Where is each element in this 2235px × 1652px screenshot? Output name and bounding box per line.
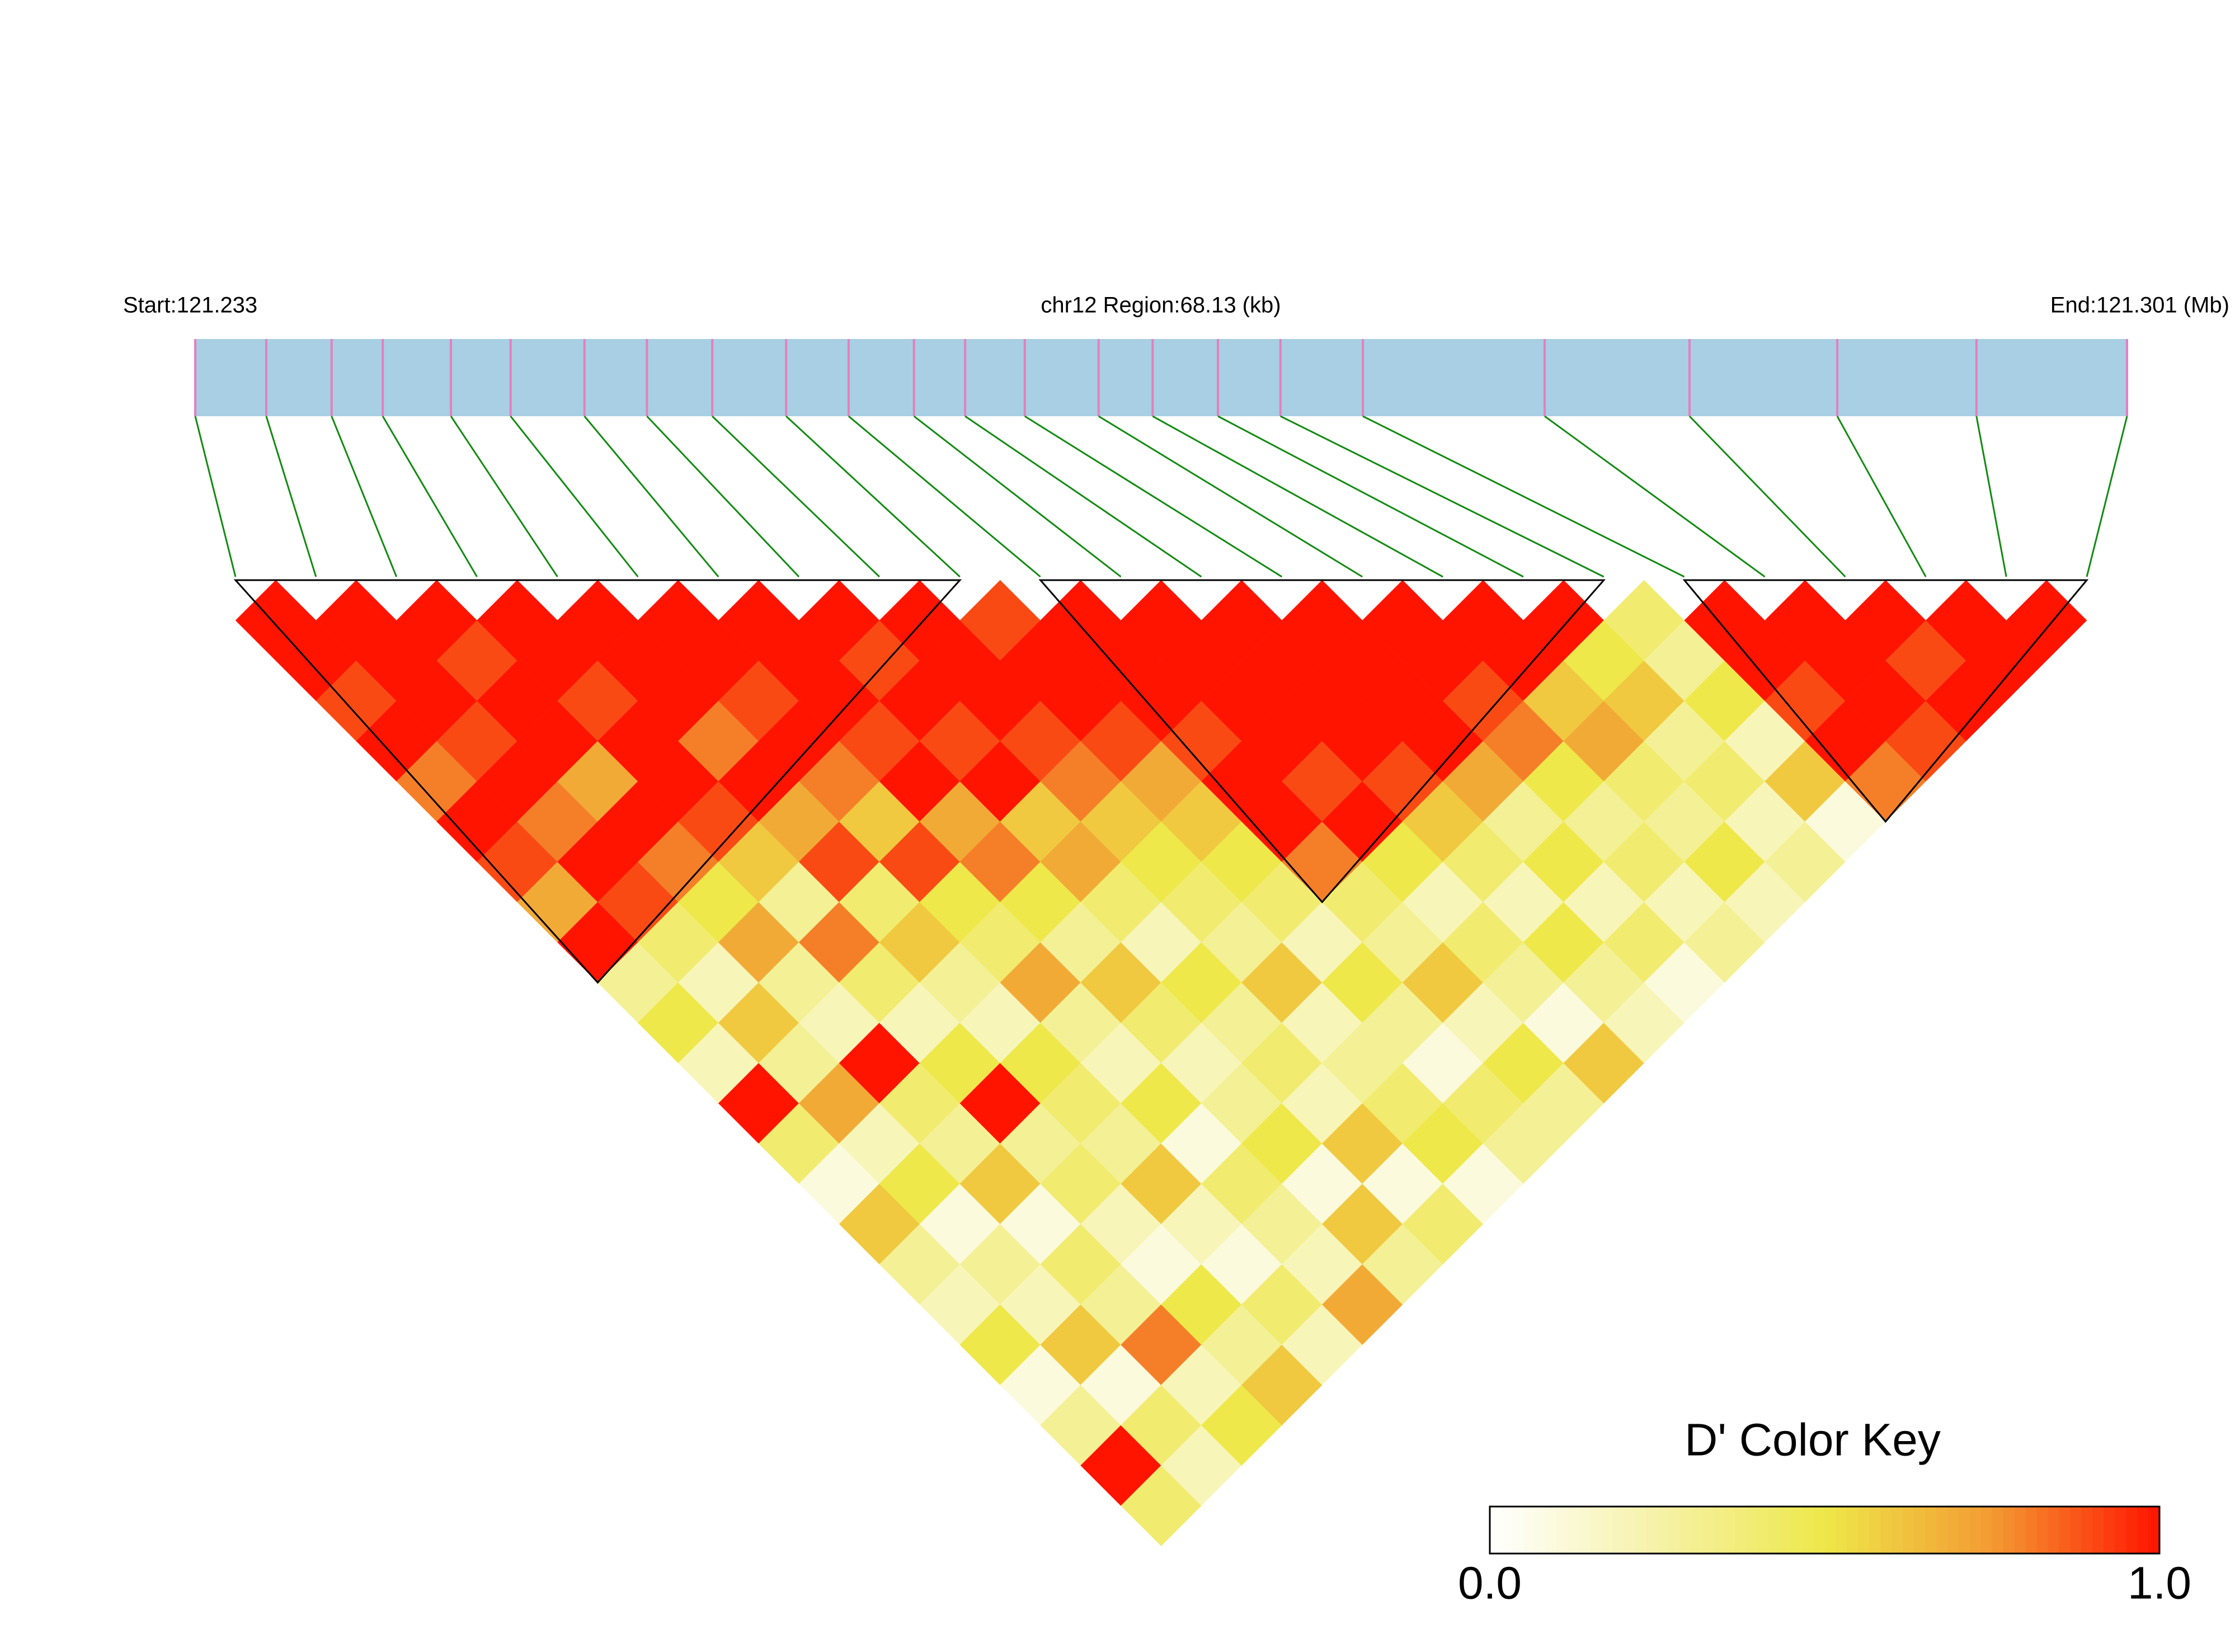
- color-key-swatch: [1735, 1507, 1747, 1554]
- snp-connector: [382, 416, 478, 577]
- color-key-swatch: [1992, 1507, 2004, 1554]
- color-key-swatch: [1523, 1507, 1535, 1554]
- region-label: chr12 Region:68.13 (kb): [1041, 293, 1281, 318]
- snp-bar: [195, 339, 2127, 416]
- color-key-swatch: [1757, 1507, 1770, 1554]
- color-key-swatch: [1903, 1507, 1914, 1554]
- color-key-swatch: [1880, 1507, 1892, 1554]
- color-key-swatch: [1713, 1507, 1725, 1554]
- color-key-swatch: [1624, 1507, 1636, 1554]
- color-key-swatch: [1500, 1507, 1513, 1554]
- snp-connector: [265, 416, 317, 577]
- snp-connector: [1098, 415, 1363, 578]
- color-key-swatch: [1534, 1507, 1546, 1554]
- color-key-swatch: [1512, 1507, 1524, 1554]
- color-key-frame: [1489, 1505, 2161, 1555]
- color-key-swatch: [1969, 1507, 1982, 1554]
- snp-connector: [785, 415, 961, 578]
- color-key-swatch: [1679, 1507, 1691, 1554]
- color-key-swatch: [1612, 1507, 1625, 1554]
- end-label: End:121.301 (Mb): [2050, 293, 2229, 318]
- color-key-swatch: [2070, 1507, 2082, 1554]
- snp-connector: [1688, 415, 1846, 578]
- color-key-swatch: [1925, 1507, 1937, 1554]
- snp-connector: [913, 415, 1122, 578]
- color-key-swatch: [2092, 1507, 2105, 1554]
- color-key-swatch: [1579, 1507, 1591, 1554]
- color-key-swatch: [2048, 1507, 2060, 1554]
- color-key-swatch: [2059, 1507, 2071, 1554]
- snp-connector: [194, 416, 237, 577]
- color-key-swatch: [1490, 1507, 1502, 1554]
- color-key-swatch: [1668, 1507, 1680, 1554]
- haplotype-block: [1038, 579, 1606, 903]
- color-key-swatch: [1836, 1507, 1848, 1554]
- color-key-swatch: [1702, 1507, 1714, 1554]
- color-key-label: 1.0: [2128, 1558, 2191, 1609]
- color-key-swatch: [1724, 1507, 1736, 1554]
- haplotype-block: [1682, 579, 2089, 823]
- snp-connector: [1362, 415, 1685, 578]
- snp-connector: [848, 415, 1041, 578]
- color-key-swatch: [1780, 1507, 1792, 1554]
- color-key-swatch: [1791, 1507, 1803, 1554]
- color-key-swatch: [1936, 1507, 1948, 1554]
- color-key-swatch: [2137, 1507, 2149, 1554]
- color-key-swatch: [2014, 1507, 2026, 1554]
- snp-connector: [1152, 415, 1443, 578]
- snp-connector: [964, 415, 1202, 578]
- color-key-swatch: [2104, 1507, 2115, 1554]
- snp-connector: [331, 416, 398, 577]
- color-key-title: D' Color Key: [1685, 1415, 1941, 1466]
- snp-connector: [584, 416, 719, 577]
- color-key-swatch: [1980, 1507, 1993, 1554]
- start-label: Start:121.233: [123, 293, 257, 318]
- color-key-swatch: [1590, 1507, 1602, 1554]
- color-key-swatch: [1869, 1507, 1881, 1554]
- color-key-swatch: [1568, 1507, 1580, 1554]
- color-key-swatch: [1657, 1507, 1669, 1554]
- snp-connector: [712, 415, 880, 578]
- color-key-swatch: [2036, 1507, 2049, 1554]
- snp-connector: [646, 415, 800, 578]
- color-key-label: 0.0: [1458, 1558, 1522, 1609]
- color-key-swatch: [1601, 1507, 1613, 1554]
- snp-connector: [1836, 416, 1927, 577]
- color-key-swatch: [1768, 1507, 1781, 1554]
- snp-connector: [450, 416, 558, 577]
- color-key-swatch: [1958, 1507, 1970, 1554]
- color-key-swatch: [1556, 1507, 1569, 1554]
- color-key-swatch: [2025, 1507, 2038, 1554]
- snp-connector: [1280, 415, 1605, 578]
- color-key-swatch: [1746, 1507, 1758, 1554]
- snp-connector: [510, 416, 639, 577]
- color-key-swatch: [1914, 1507, 1926, 1554]
- color-key-swatch: [2003, 1507, 2015, 1554]
- color-key-swatch: [1847, 1507, 1859, 1554]
- color-key-swatch: [2115, 1507, 2126, 1554]
- color-key-swatch: [1824, 1507, 1837, 1554]
- color-key-swatch: [1813, 1507, 1825, 1554]
- color-key-swatch: [1545, 1507, 1558, 1554]
- color-key-swatch: [1635, 1507, 1647, 1554]
- snp-connector: [2086, 416, 2128, 577]
- color-key-swatch: [1646, 1507, 1658, 1554]
- color-key-swatch: [1947, 1507, 1959, 1554]
- color-key-swatch: [1858, 1507, 1870, 1554]
- snp-connector: [1975, 416, 2007, 577]
- snp-connector: [1024, 415, 1283, 578]
- color-key-swatch: [1802, 1507, 1814, 1554]
- snp-connector: [1544, 415, 1766, 578]
- snp-connector: [1217, 415, 1524, 578]
- color-key-swatch: [2081, 1507, 2093, 1554]
- color-key-swatch: [2126, 1507, 2138, 1554]
- color-key-swatch: [1891, 1507, 1903, 1554]
- color-key-swatch: [2148, 1507, 2160, 1554]
- ld-cell: [2006, 580, 2087, 661]
- color-key-swatch: [1691, 1507, 1702, 1554]
- haplotype-block: [233, 579, 962, 984]
